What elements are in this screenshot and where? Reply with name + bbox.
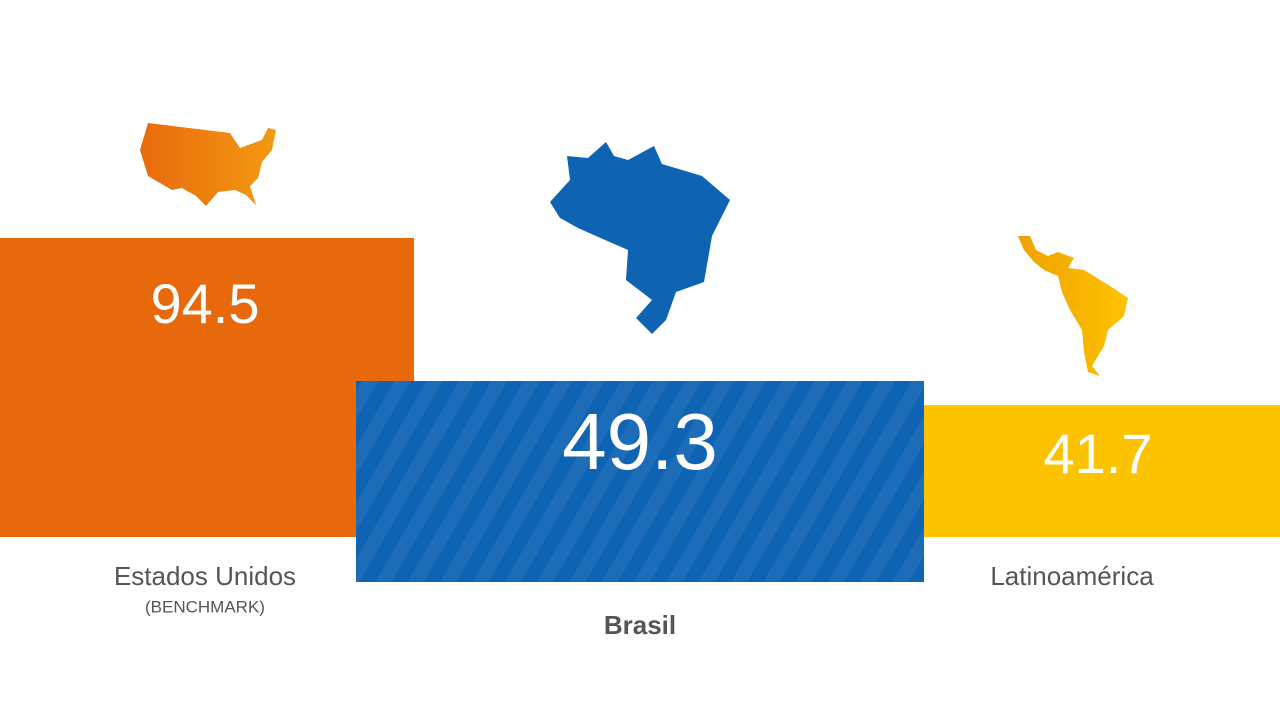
latam-map	[1018, 236, 1128, 376]
brazil-map	[550, 142, 730, 334]
category-label: Latinoamérica	[990, 561, 1154, 591]
bar-stripes	[356, 381, 924, 582]
category-note: (BENCHMARK)	[145, 597, 265, 616]
usa-map	[140, 123, 276, 206]
category-label: Estados Unidos	[114, 561, 296, 591]
bar	[0, 238, 414, 537]
value-label: 41.7	[1044, 422, 1153, 485]
value-label: 49.3	[562, 397, 718, 486]
bar	[924, 405, 1280, 537]
bars: 94.5 41.7 49.3	[0, 238, 1280, 582]
category-label: Brasil	[604, 610, 676, 640]
value-label: 94.5	[151, 272, 260, 335]
